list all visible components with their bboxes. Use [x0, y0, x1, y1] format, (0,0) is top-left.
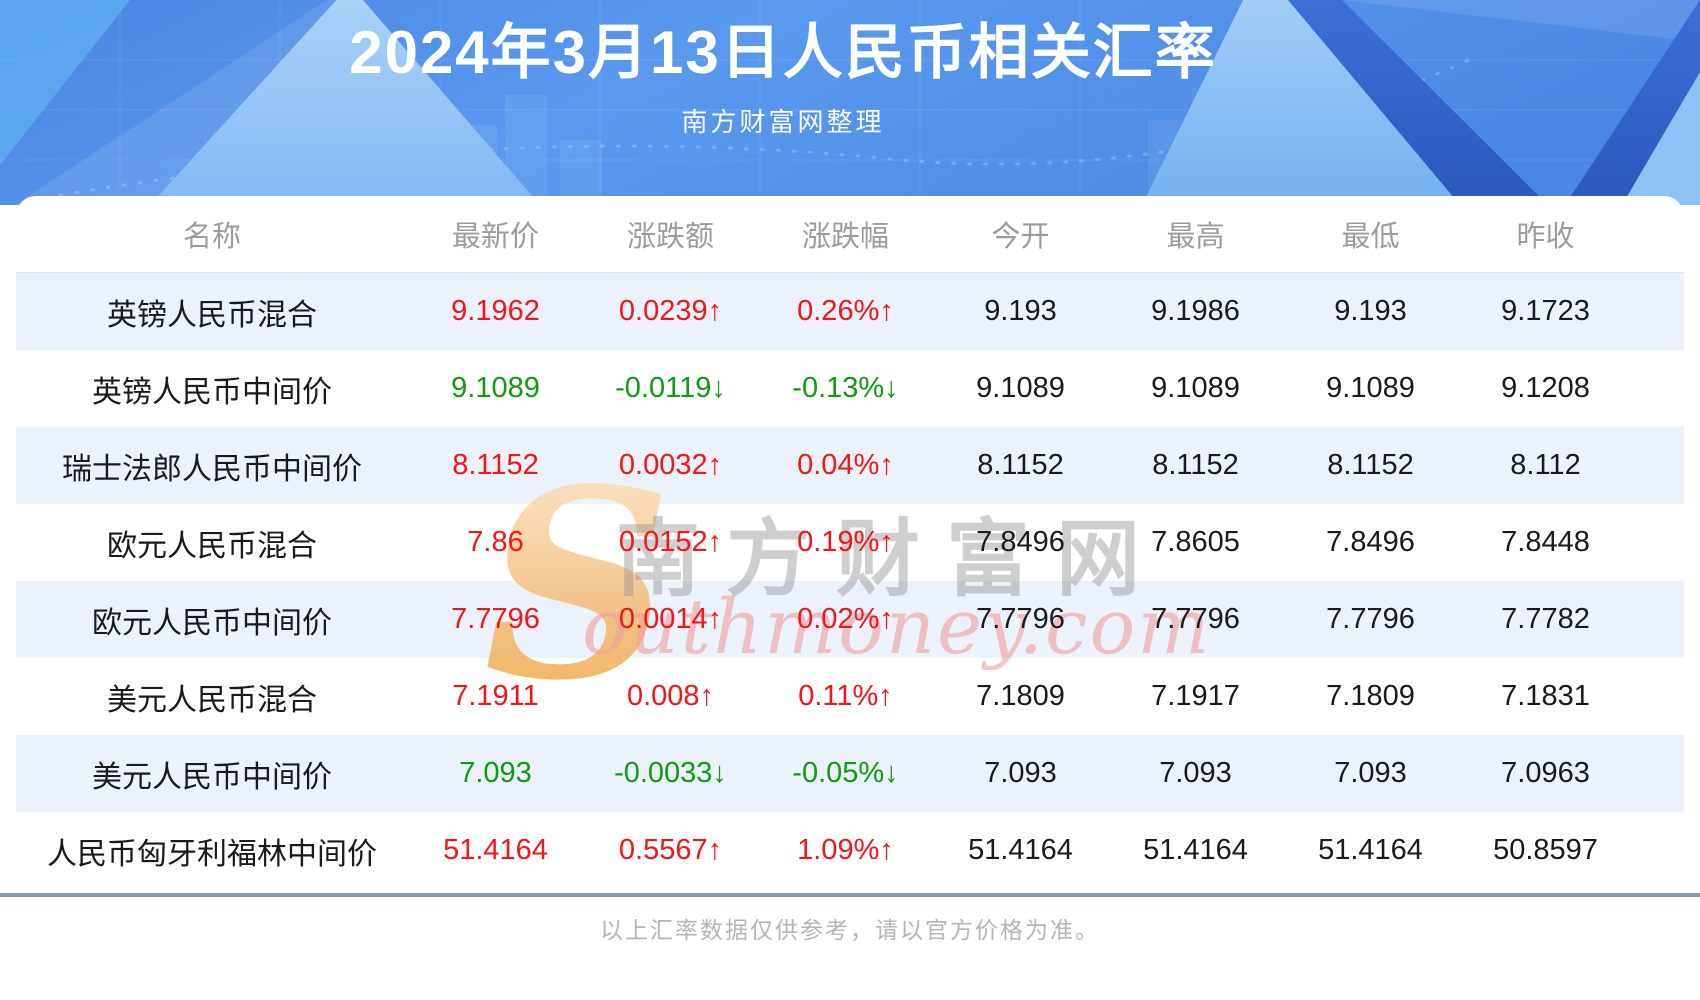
footer-note: 以上汇率数据仅供参考，请以官方价格为准。 [600, 917, 1100, 943]
column-header-change: 涨跌额 [626, 221, 714, 253]
open-price: 7.7796 [976, 603, 1065, 635]
prev-close-price: 7.1831 [1501, 680, 1590, 712]
change-amount: -0.0119↓ [615, 372, 726, 404]
instrument-name: 美元人民币混合 [107, 683, 317, 717]
table-row: 美元人民币中间价 7.093 -0.0033↓ -0.05%↓ 7.093 7.… [16, 735, 1684, 812]
page-subtitle: 南方财富网整理 [681, 107, 885, 137]
change-percent: 0.04%↑ [797, 449, 894, 481]
instrument-name: 英镑人民币中间价 [92, 375, 332, 409]
prev-close-price: 7.8448 [1501, 526, 1590, 558]
open-price: 7.093 [984, 757, 1057, 789]
instrument-name: 英镑人民币混合 [107, 298, 317, 332]
change-amount: 0.0014↑ [618, 603, 723, 635]
change-percent: 0.11%↑ [798, 680, 893, 712]
prev-close-price: 50.8597 [1493, 834, 1598, 866]
table-row: 美元人民币混合 7.1911 0.008↑ 0.11%↑ 7.1809 7.19… [16, 658, 1684, 735]
rates-table-card: S 南方财富网 outhmoney.com 名称 最新价 涨跌额 涨跌幅 今开 … [16, 196, 1684, 889]
column-header-open: 今开 [991, 221, 1050, 253]
low-price: 7.8496 [1326, 526, 1415, 558]
footer-divider [0, 893, 1700, 897]
low-price: 7.093 [1334, 757, 1407, 789]
open-price: 7.1809 [976, 680, 1065, 712]
column-header-high: 最高 [1166, 221, 1225, 253]
change-percent: -0.05%↓ [792, 757, 899, 789]
page-title: 2024年3月13日人民币相关汇率 [349, 19, 1217, 86]
last-price: 7.1911 [452, 680, 539, 712]
prev-close-price: 8.112 [1510, 449, 1581, 481]
high-price: 51.4164 [1143, 834, 1248, 866]
change-amount: 0.0152↑ [618, 526, 723, 558]
change-amount: 0.0239↑ [618, 295, 723, 327]
table-row: 欧元人民币中间价 7.7796 0.0014↑ 0.02%↑ 7.7796 7.… [16, 581, 1684, 658]
table-row: 英镑人民币中间价 9.1089 -0.0119↓ -0.13%↓ 9.1089 … [16, 350, 1684, 427]
high-price: 9.1986 [1151, 295, 1240, 327]
low-price: 7.7796 [1326, 603, 1415, 635]
table-header-row: 名称 最新价 涨跌额 涨跌幅 今开 最高 最低 昨收 [16, 196, 1684, 273]
change-percent: 0.26%↑ [797, 295, 894, 327]
change-amount: 0.5567↑ [618, 834, 723, 866]
change-percent: -0.13%↓ [792, 372, 899, 404]
change-amount: 0.008↑ [626, 680, 715, 712]
prev-close-price: 9.1723 [1501, 295, 1590, 327]
open-price: 7.8496 [976, 526, 1065, 558]
open-price: 51.4164 [968, 834, 1073, 866]
column-header-name: 名称 [182, 221, 241, 253]
instrument-name: 美元人民币中间价 [92, 760, 332, 794]
table-body: 英镑人民币混合 9.1962 0.0239↑ 0.26%↑ 9.193 9.19… [16, 273, 1684, 889]
column-header-low: 最低 [1341, 221, 1400, 253]
prev-close-price: 9.1208 [1501, 372, 1590, 404]
last-price: 7.86 [467, 526, 524, 558]
change-amount: 0.0032↑ [618, 449, 723, 481]
high-price: 8.1152 [1152, 449, 1239, 481]
low-price: 51.4164 [1318, 834, 1423, 866]
prev-close-price: 7.7782 [1501, 603, 1590, 635]
banner-decoration [0, 0, 1700, 205]
column-header-prev-close: 昨收 [1516, 221, 1575, 253]
high-price: 7.1917 [1151, 680, 1240, 712]
high-price: 7.7796 [1151, 603, 1240, 635]
table-row: 人民币匈牙利福林中间价 51.4164 0.5567↑ 1.09%↑ 51.41… [16, 812, 1684, 889]
instrument-name: 瑞士法郎人民币中间价 [62, 452, 362, 486]
low-price: 9.193 [1334, 295, 1407, 327]
instrument-name: 人民币匈牙利福林中间价 [47, 837, 377, 871]
low-price: 9.1089 [1326, 372, 1415, 404]
column-header-last: 最新价 [451, 221, 539, 253]
table-row: 欧元人民币混合 7.86 0.0152↑ 0.19%↑ 7.8496 7.860… [16, 504, 1684, 581]
high-price: 7.8605 [1151, 526, 1240, 558]
open-price: 9.1089 [976, 372, 1065, 404]
instrument-name: 欧元人民币中间价 [92, 606, 332, 640]
last-price: 9.1962 [451, 295, 540, 327]
last-price: 7.7796 [451, 603, 540, 635]
header-banner: 2024年3月13日人民币相关汇率 南方财富网整理 [0, 0, 1700, 205]
change-percent: 0.02%↑ [797, 603, 894, 635]
low-price: 7.1809 [1326, 680, 1415, 712]
banner-text-block: 2024年3月13日人民币相关汇率 南方财富网整理 [0, 0, 1566, 205]
table-row: 瑞士法郎人民币中间价 8.1152 0.0032↑ 0.04%↑ 8.1152 … [16, 427, 1684, 504]
last-price: 7.093 [459, 757, 532, 789]
change-amount: -0.0033↓ [614, 757, 727, 789]
change-percent: 0.19%↑ [797, 526, 894, 558]
change-percent: 1.09%↑ [797, 834, 894, 866]
column-header-change-pct: 涨跌幅 [801, 221, 889, 253]
high-price: 9.1089 [1151, 372, 1240, 404]
last-price: 51.4164 [443, 834, 548, 866]
instrument-name: 欧元人民币混合 [107, 529, 317, 563]
table-row: 英镑人民币混合 9.1962 0.0239↑ 0.26%↑ 9.193 9.19… [16, 273, 1684, 350]
open-price: 8.1152 [977, 449, 1064, 481]
low-price: 8.1152 [1327, 449, 1414, 481]
prev-close-price: 7.0963 [1501, 757, 1590, 789]
last-price: 9.1089 [451, 372, 540, 404]
high-price: 7.093 [1159, 757, 1232, 789]
last-price: 8.1152 [452, 449, 539, 481]
open-price: 9.193 [984, 295, 1057, 327]
